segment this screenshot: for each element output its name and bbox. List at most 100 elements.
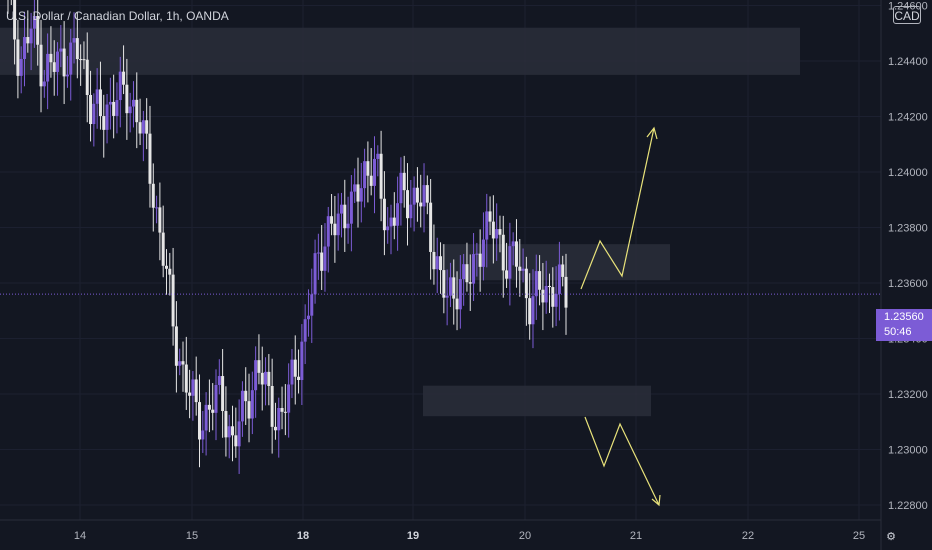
candle-body-20 <box>72 38 76 43</box>
candle-body-81 <box>273 426 277 431</box>
price-tick-2: 1.24200 <box>888 112 928 124</box>
candle-body-4 <box>19 58 23 76</box>
bear-arrow-path <box>584 416 660 506</box>
candle-body-98 <box>330 216 334 224</box>
candle-body-160 <box>534 271 538 297</box>
candles-layer <box>7 0 568 474</box>
projection-arrows <box>580 126 661 507</box>
candle-body-150 <box>501 234 505 271</box>
candle-body-76 <box>257 360 261 373</box>
candle-body-139 <box>465 264 469 283</box>
candle-body-41 <box>141 120 145 134</box>
candle-body-47 <box>161 232 165 266</box>
price-tick-3: 1.24000 <box>888 167 928 179</box>
bull-arrow-head <box>646 126 658 140</box>
time-tick-1: 15 <box>186 530 198 542</box>
candle-body-26 <box>92 103 96 125</box>
candle-body-167 <box>557 264 561 294</box>
candle-body-149 <box>498 229 502 235</box>
candle-body-63 <box>214 384 218 413</box>
candle-body-102 <box>343 204 347 229</box>
candle-body-84 <box>283 411 287 413</box>
candle-body-156 <box>521 268 525 271</box>
candle-body-48 <box>164 265 168 269</box>
candle-body-78 <box>264 371 268 385</box>
candle-body-66 <box>224 411 228 438</box>
candle-body-135 <box>452 277 456 299</box>
last-price-value: 1.23560 <box>884 311 924 323</box>
candle-body-148 <box>495 229 499 239</box>
candle-body-151 <box>505 270 509 279</box>
price-tick-8: 1.23000 <box>888 445 928 457</box>
candle-body-32 <box>112 101 116 116</box>
candle-body-13 <box>49 53 53 63</box>
candle-body-169 <box>564 276 568 308</box>
candle-body-131 <box>439 256 443 271</box>
zone-0 <box>0 27 800 75</box>
candle-body-71 <box>240 390 244 422</box>
candle-body-157 <box>524 268 528 299</box>
candle-body-90 <box>303 319 307 342</box>
candle-body-44 <box>151 183 155 208</box>
candle-body-23 <box>82 59 86 61</box>
candle-body-10 <box>39 44 43 87</box>
candle-body-45 <box>155 207 159 209</box>
candle-body-116 <box>389 217 393 227</box>
bar-countdown: 50:46 <box>884 326 912 338</box>
candle-body-114 <box>382 198 386 231</box>
time-axis[interactable]: 14 15 18 19 20 21 22 25 <box>74 530 865 542</box>
candle-body-57 <box>194 379 198 403</box>
candle-body-3 <box>16 39 20 76</box>
candle-body-147 <box>491 221 495 239</box>
candle-body-122 <box>409 204 413 219</box>
candle-body-105 <box>353 184 357 192</box>
candle-body-129 <box>432 251 436 270</box>
candle-body-117 <box>392 217 396 226</box>
candle-body-87 <box>293 359 297 377</box>
candle-body-153 <box>511 241 515 247</box>
candle-body-152 <box>508 246 512 279</box>
candle-body-72 <box>244 390 248 402</box>
bull-arrow-path <box>580 127 655 290</box>
candle-body-56 <box>191 379 195 396</box>
candle-body-49 <box>168 268 172 275</box>
candle-body-22 <box>79 59 83 61</box>
candle-body-83 <box>280 408 284 412</box>
currency-label[interactable]: CAD <box>893 6 921 24</box>
time-tick-2: 18 <box>297 530 309 542</box>
candle-body-144 <box>481 239 485 267</box>
price-axis[interactable]: 1.246001.244001.242001.240001.238001.236… <box>888 1 928 513</box>
last-price-tag: 1.23560 50:46 <box>876 309 932 341</box>
candle-body-74 <box>250 390 254 419</box>
scale-settings-icon[interactable]: ⚙ <box>886 531 896 543</box>
candle-body-119 <box>399 172 403 204</box>
candle-body-50 <box>171 274 175 327</box>
candle-body-111 <box>372 158 376 186</box>
candle-body-91 <box>306 315 310 320</box>
candle-body-104 <box>349 191 353 224</box>
candle-body-68 <box>231 426 235 436</box>
candle-body-15 <box>56 51 60 72</box>
candle-body-132 <box>442 270 446 298</box>
candle-body-35 <box>122 71 126 85</box>
candle-body-65 <box>221 376 225 412</box>
candle-body-70 <box>237 421 241 447</box>
candle-body-53 <box>181 361 185 365</box>
candle-body-24 <box>85 59 89 95</box>
candle-body-29 <box>102 116 106 130</box>
candle-body-18 <box>65 74 69 77</box>
candle-body-99 <box>333 223 337 236</box>
candle-body-73 <box>247 401 251 419</box>
candle-body-64 <box>217 376 221 385</box>
candle-body-94 <box>316 252 320 254</box>
candle-body-146 <box>488 211 492 222</box>
candle-body-59 <box>201 430 205 440</box>
candle-body-17 <box>62 48 66 77</box>
candle-body-103 <box>346 223 350 229</box>
candle-body-46 <box>158 207 162 233</box>
price-tick-1: 1.24400 <box>888 56 928 68</box>
candle-body-62 <box>211 409 215 413</box>
candle-body-79 <box>267 371 271 387</box>
candle-body-30 <box>105 104 109 130</box>
